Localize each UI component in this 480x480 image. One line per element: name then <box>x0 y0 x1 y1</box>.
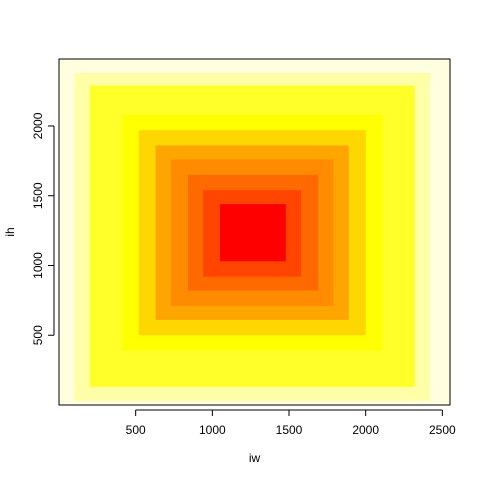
y-axis-label: ih <box>3 227 17 236</box>
plot-frame <box>58 58 451 406</box>
y-axis: 500 1000 1500 2000 <box>31 112 55 345</box>
y-tick-label: 1500 <box>31 182 45 209</box>
y-tick-label: 1000 <box>31 252 45 279</box>
y-tick-label: 500 <box>31 325 45 345</box>
y-tick-label: 2000 <box>31 112 45 139</box>
x-tick-label: 1000 <box>199 423 226 437</box>
heatmap-levels <box>74 72 431 401</box>
x-axis: 500 1000 1500 2000 2500 <box>126 409 456 437</box>
x-tick-label: 2000 <box>352 423 379 437</box>
x-tick-label: 500 <box>126 423 146 437</box>
x-tick-label: 1500 <box>276 423 303 437</box>
x-axis-label: iw <box>249 451 261 465</box>
x-tick-label: 2500 <box>429 423 456 437</box>
heatmap-level-9 <box>220 204 286 262</box>
